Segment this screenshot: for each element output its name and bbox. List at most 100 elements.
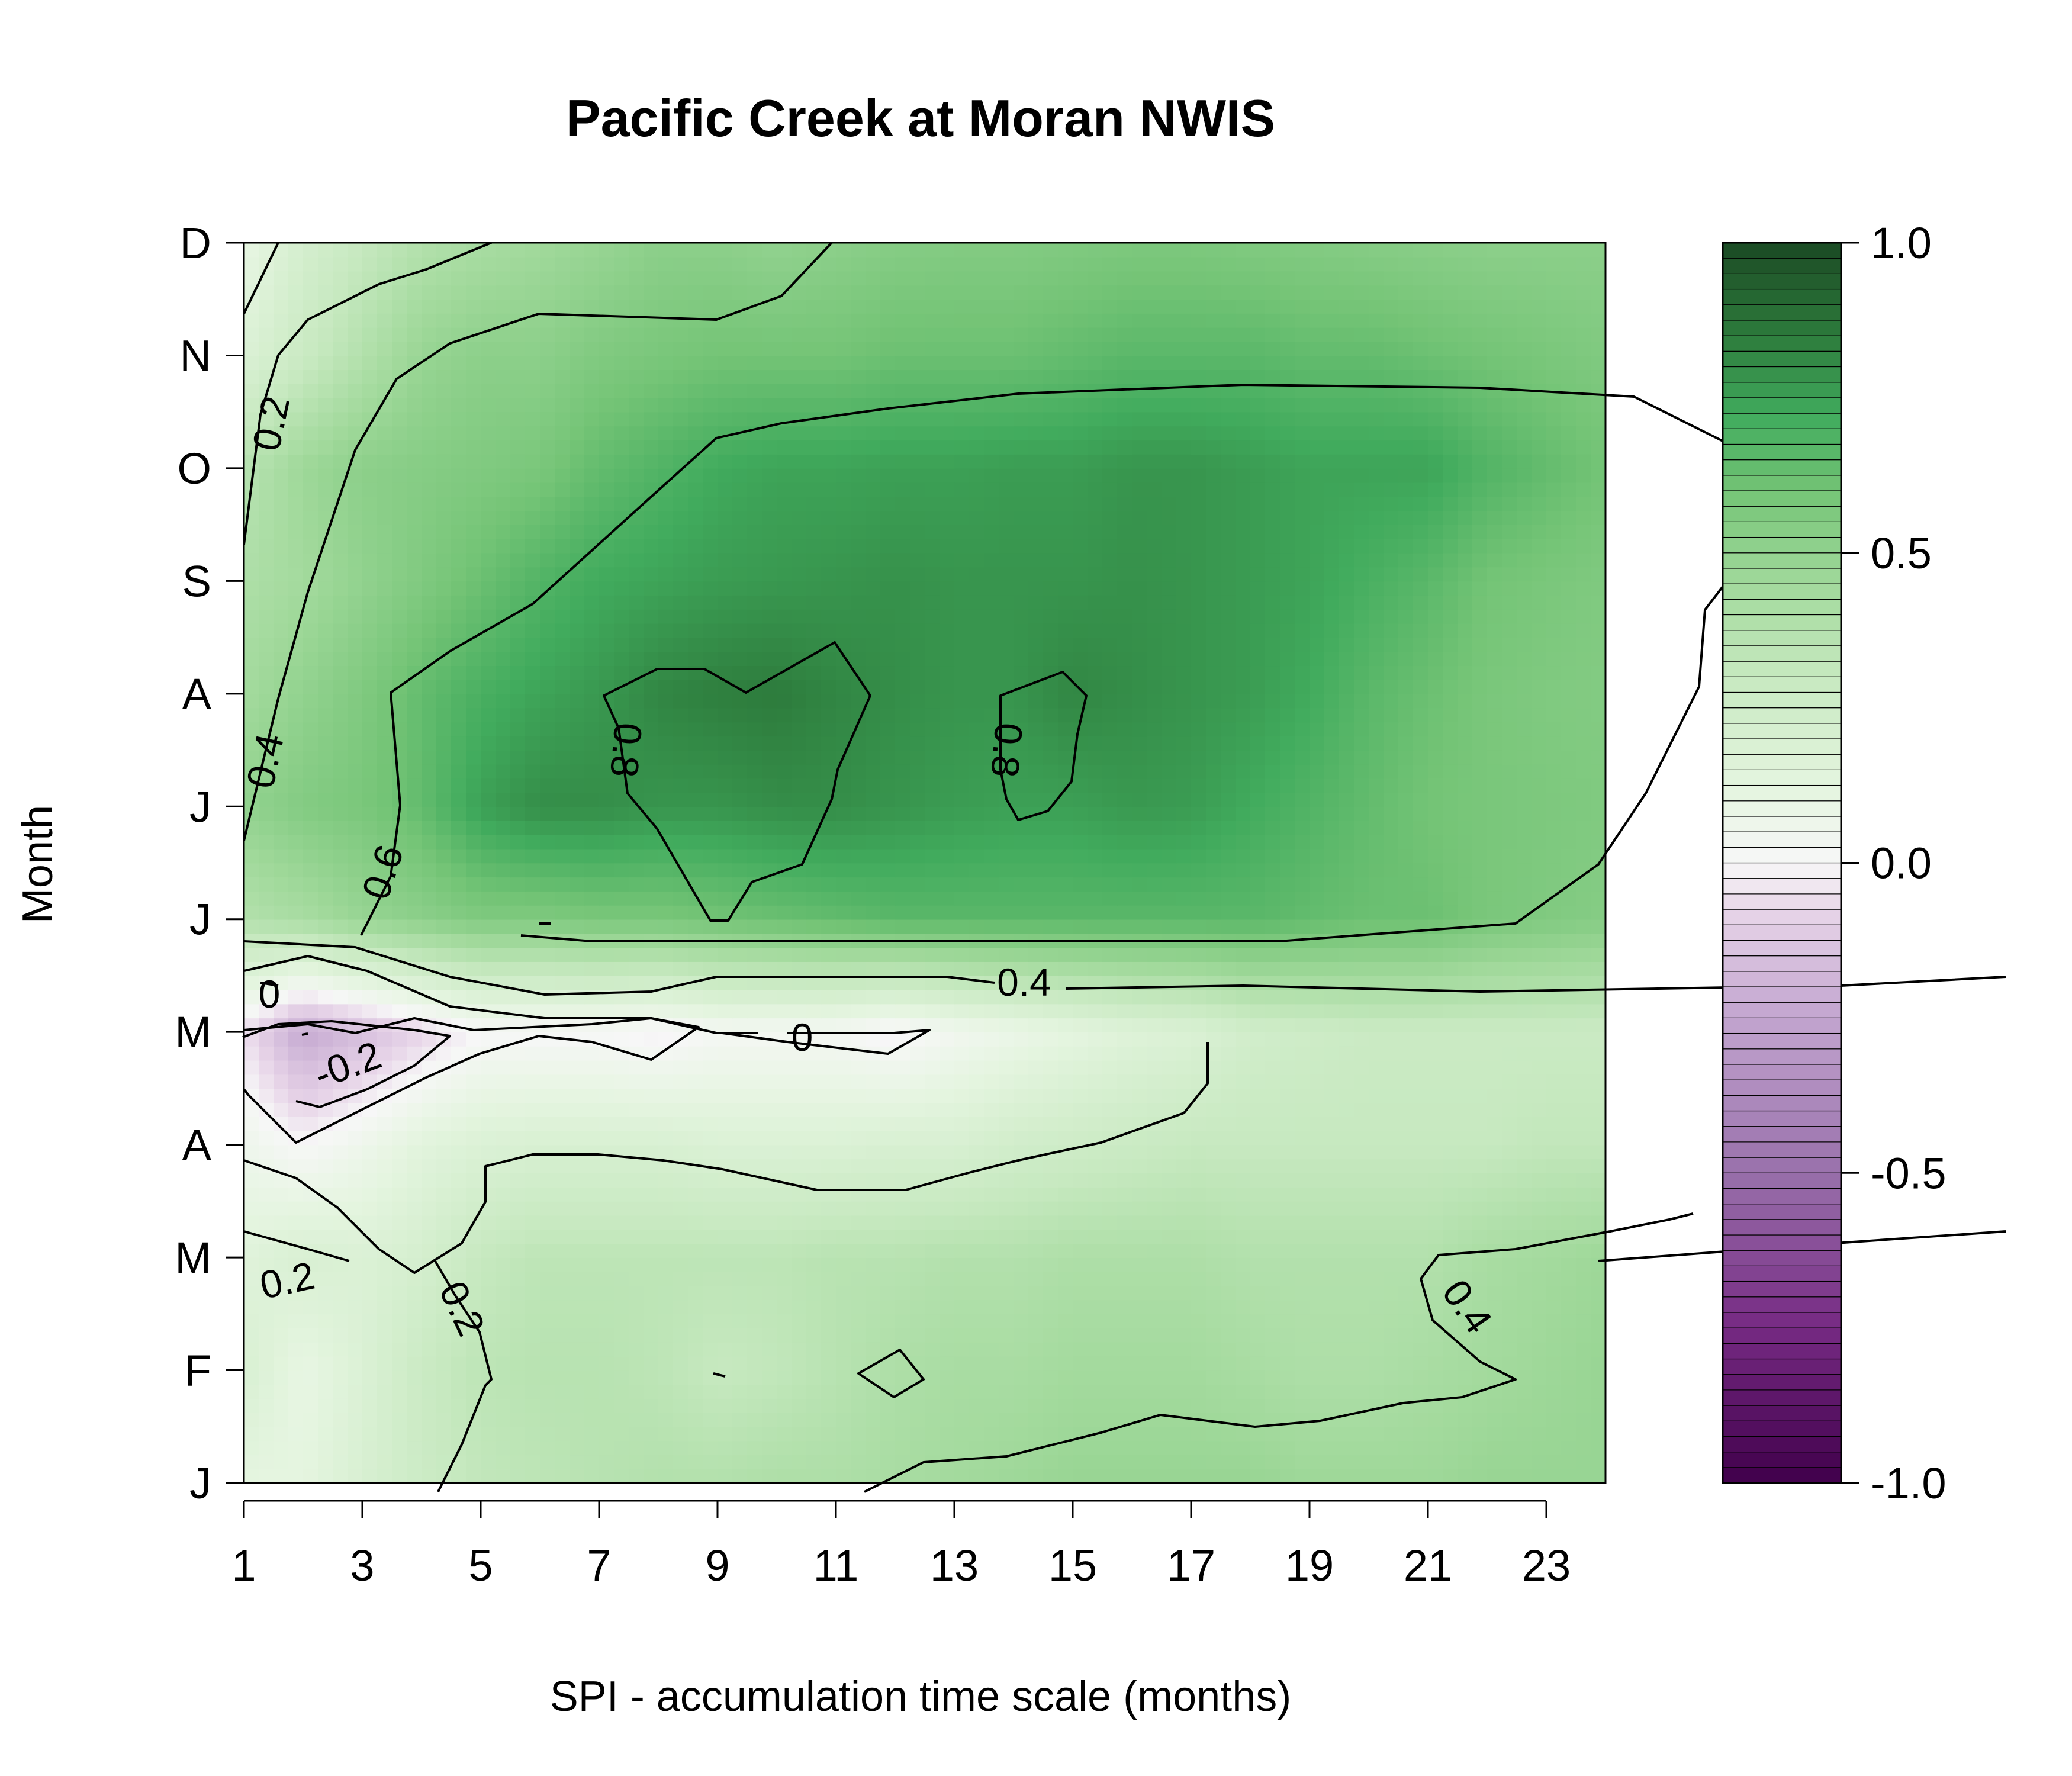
heatmap-cell	[703, 947, 718, 962]
heatmap-cell	[880, 1314, 896, 1328]
heatmap-cell	[1236, 961, 1251, 976]
heatmap-cell	[614, 1088, 629, 1103]
heatmap-cell	[1354, 1271, 1369, 1286]
heatmap-cell	[422, 834, 437, 850]
heatmap-cell	[984, 1060, 999, 1075]
heatmap-cell	[777, 1003, 792, 1019]
heatmap-cell	[1413, 1159, 1428, 1174]
heatmap-cell	[288, 1045, 304, 1061]
heatmap-cell	[999, 1328, 1014, 1343]
heatmap-cell	[1398, 1243, 1414, 1258]
heatmap-cell	[274, 1215, 289, 1230]
heatmap-cell	[836, 1201, 851, 1216]
heatmap-cell	[481, 1187, 496, 1202]
heatmap-cell	[1028, 1074, 1044, 1089]
heatmap-cell	[348, 736, 363, 751]
heatmap-cell	[422, 1285, 437, 1301]
heatmap-cell	[806, 1102, 822, 1117]
heatmap-cell	[377, 905, 392, 920]
heatmap-cell	[1295, 905, 1310, 920]
heatmap-cell	[629, 947, 644, 962]
heatmap-cell	[836, 863, 851, 878]
heatmap-cell	[1014, 1003, 1029, 1019]
heatmap-cell	[629, 1328, 644, 1343]
heatmap-cell	[244, 1356, 259, 1371]
heatmap-cell	[1354, 1159, 1369, 1174]
heatmap-cell	[1206, 736, 1221, 751]
heatmap-cell	[732, 722, 748, 737]
heatmap-cell	[1428, 764, 1443, 779]
heatmap-cell	[1206, 1130, 1221, 1146]
heatmap-cell	[1014, 736, 1029, 751]
heatmap-cell	[1221, 1032, 1236, 1047]
heatmap-cell	[806, 1356, 822, 1371]
heatmap-cell	[910, 1398, 925, 1413]
heatmap-cell	[392, 1159, 407, 1174]
heatmap-cell	[792, 806, 807, 821]
heatmap-cell	[821, 1285, 836, 1301]
heatmap-cell	[1398, 1285, 1414, 1301]
heatmap-cell	[466, 919, 481, 934]
heatmap-cell	[1236, 1469, 1251, 1484]
heatmap-cell	[1472, 1187, 1488, 1202]
heatmap-cell	[318, 792, 333, 807]
heatmap-cell	[1236, 1102, 1251, 1117]
heatmap-cell	[288, 989, 304, 1005]
heatmap-cell	[288, 877, 304, 892]
heatmap-cell	[1443, 1398, 1458, 1413]
heatmap-cell	[377, 1299, 392, 1315]
heatmap-cell	[1250, 1398, 1266, 1413]
heatmap-cell	[318, 1370, 333, 1385]
heatmap-cell	[629, 1285, 644, 1301]
heatmap-cell	[1265, 1144, 1280, 1160]
heatmap-cell	[407, 1328, 422, 1343]
heatmap-cell	[910, 1257, 925, 1272]
heatmap-cell	[436, 919, 452, 934]
heatmap-cell	[407, 806, 422, 821]
heatmap-cell	[1265, 891, 1280, 906]
heatmap-cell	[496, 1356, 511, 1371]
heatmap-cell	[1339, 1314, 1354, 1328]
heatmap-cell	[1265, 1074, 1280, 1089]
heatmap-cell	[1576, 792, 1591, 807]
heatmap-cell	[1117, 736, 1132, 751]
heatmap-cell	[1117, 1384, 1132, 1399]
heatmap-cell	[436, 1117, 452, 1131]
heatmap-cell	[880, 1117, 896, 1131]
heatmap-cell	[333, 1003, 348, 1019]
heatmap-cell	[1162, 1370, 1177, 1385]
heatmap-cell	[644, 707, 659, 723]
heatmap-cell	[1561, 1243, 1576, 1258]
heatmap-cell	[895, 1159, 910, 1174]
heatmap-cell	[1147, 1314, 1162, 1328]
heatmap-cell	[940, 1314, 955, 1328]
heatmap-cell	[1472, 1102, 1488, 1117]
heatmap-cell	[466, 848, 481, 864]
heatmap-cell	[422, 975, 437, 990]
heatmap-cell	[1369, 1060, 1384, 1075]
heatmap-cell	[954, 1215, 970, 1230]
heatmap-cell	[880, 1455, 896, 1469]
heatmap-cell	[895, 1117, 910, 1131]
heatmap-cell	[555, 1426, 570, 1442]
heatmap-cell	[1088, 989, 1103, 1005]
heatmap-cell	[1384, 1187, 1399, 1202]
heatmap-cell	[1398, 947, 1414, 962]
heatmap-cell	[1117, 1060, 1132, 1075]
heatmap-cell	[836, 1032, 851, 1047]
heatmap-cell	[570, 1045, 585, 1061]
heatmap-cell	[1132, 1384, 1147, 1399]
heatmap-cell	[1280, 905, 1295, 920]
heatmap-cell	[1206, 834, 1221, 850]
heatmap-cell	[1221, 1187, 1236, 1202]
heatmap-cell	[1384, 1384, 1399, 1399]
heatmap-cell	[1502, 792, 1517, 807]
heatmap-cell	[806, 1144, 822, 1160]
heatmap-cell	[1458, 863, 1473, 878]
heatmap-cell	[288, 1370, 304, 1385]
heatmap-cell	[362, 877, 378, 892]
chart-title: Pacific Creek at Moran NWIS	[566, 89, 1275, 147]
heatmap-cell	[910, 1102, 925, 1117]
heatmap-cell	[259, 707, 274, 723]
heatmap-cell	[288, 1229, 304, 1244]
